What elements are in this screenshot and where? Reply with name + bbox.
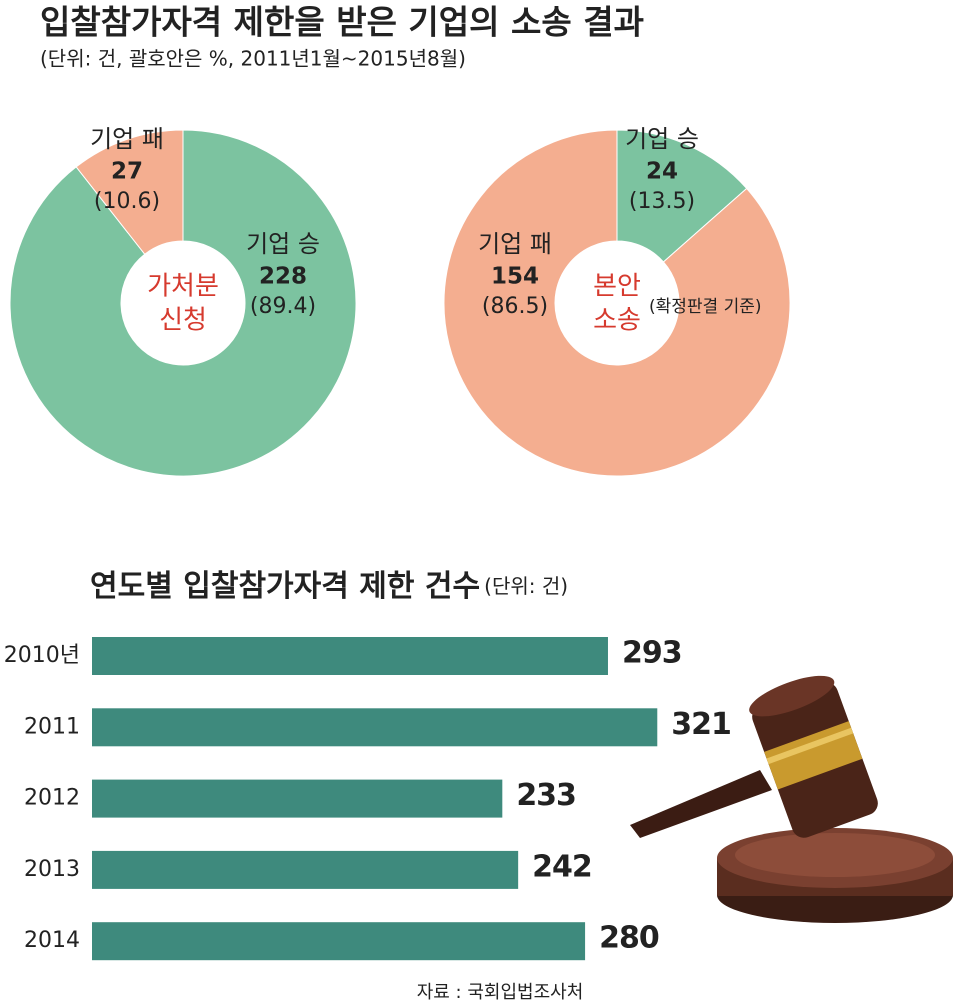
source: 자료 : 국회입법조사처 <box>417 982 584 1003</box>
slice-value: 27 <box>111 159 143 185</box>
gavel-illustration <box>630 675 953 923</box>
main-title: 입찰참가자격 제한을 받은 기업의 소송 결과 <box>40 3 644 42</box>
bar-unit: (단위: 건) <box>484 574 568 598</box>
slice-share: (10.6) <box>94 189 160 214</box>
y-tick-label: 2012 <box>24 786 80 811</box>
pie-slice <box>443 129 791 477</box>
y-tick-label: 2013 <box>24 857 80 882</box>
bar <box>92 779 503 818</box>
bar-value-label: 242 <box>532 849 592 884</box>
bar <box>92 708 658 747</box>
center-label: 신청 <box>159 306 207 336</box>
slice-value: 154 <box>491 264 539 290</box>
slice-value: 228 <box>259 264 307 290</box>
slice-share: (86.5) <box>482 294 548 319</box>
center-label: 가처분 <box>147 272 219 302</box>
subtitle: (단위: 건, 괄호안은 %, 2011년1월~2015년8월) <box>40 47 466 71</box>
bar <box>92 922 586 961</box>
slice-category: 기업 패 <box>90 125 164 153</box>
bar-title: 연도별 입찰참가자격 제한 건수 <box>90 569 480 604</box>
bar <box>92 850 519 889</box>
y-tick-label: 2014 <box>24 928 80 953</box>
center-note: (확정판결 기준) <box>649 297 762 317</box>
bar-value-label: 233 <box>516 778 576 813</box>
slice-value: 24 <box>646 159 678 185</box>
slice-category: 기업 패 <box>478 230 552 258</box>
y-tick-label: 2011 <box>24 714 80 739</box>
bar-value-label: 321 <box>671 707 731 742</box>
bar-chart-title: 연도별 입찰참가자격 제한 건수 (단위: 건) <box>90 569 568 604</box>
bar-value-label: 280 <box>599 921 659 956</box>
y-tick-label: 2010년 <box>4 643 80 668</box>
center-label: 본안 <box>593 272 641 302</box>
pie-slice <box>75 129 184 255</box>
bar-value-label: 293 <box>622 636 682 671</box>
bar <box>92 637 608 675</box>
slice-category: 기업 승 <box>246 230 320 258</box>
slice-share: (13.5) <box>629 189 695 214</box>
slice-category: 기업 승 <box>625 125 699 153</box>
center-label: 소송 <box>593 306 641 336</box>
pie-slice <box>9 129 357 477</box>
slice-share: (89.4) <box>250 294 316 319</box>
pie-slice <box>616 129 748 263</box>
